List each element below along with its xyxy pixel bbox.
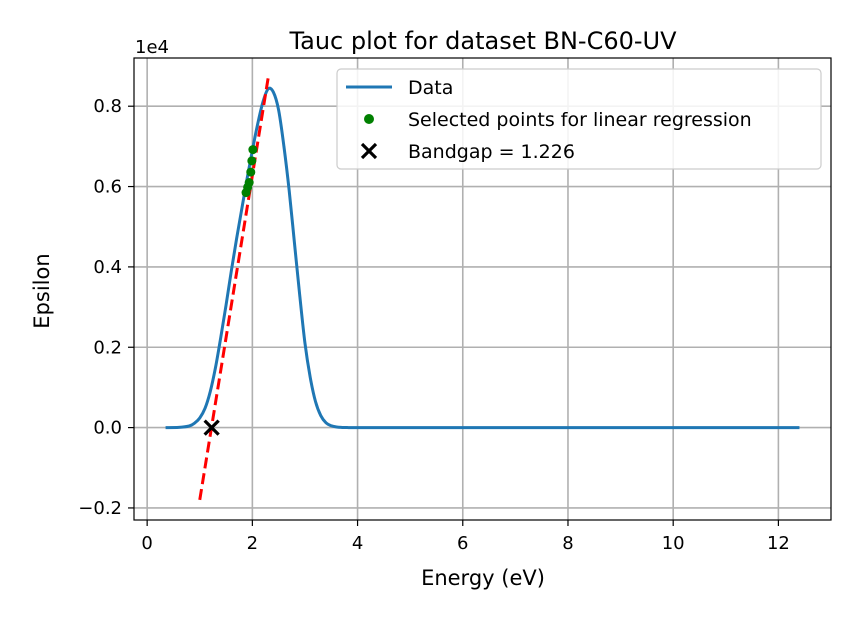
y-tick-label: 0.4 — [93, 257, 122, 278]
selected-point — [246, 167, 256, 177]
plot-area — [165, 77, 800, 501]
x-tick-label: 8 — [562, 533, 573, 554]
legend-entry: Selected points for linear regression — [364, 109, 752, 131]
legend-box — [336, 68, 822, 170]
y-tick-label: 0.6 — [93, 177, 122, 198]
legend-entry: Bandgap = 1.226 — [360, 141, 575, 163]
y-tick-label: −0.2 — [78, 498, 122, 519]
legend-label: Selected points for linear regression — [408, 109, 752, 131]
x-tick-label: 0 — [141, 533, 152, 554]
legend: Data Selected points for linear regressio… — [336, 68, 822, 170]
x-tick-label: 6 — [457, 533, 468, 554]
y-tick-label: 0.8 — [93, 96, 122, 117]
legend-entry: Data — [346, 77, 453, 99]
x-tick-label: 2 — [247, 533, 258, 554]
x-tick-label: 10 — [662, 533, 685, 554]
axes: 0 2 4 6 8 10 12 −0.2 0.0 0.2 0.4 0.6 0.8 — [78, 57, 832, 554]
legend-label: Data — [408, 77, 453, 99]
x-axis-label: Energy (eV) — [421, 566, 545, 590]
selected-point — [248, 145, 258, 155]
series-layer — [165, 77, 800, 501]
legend-label: Bandgap = 1.226 — [408, 141, 575, 163]
legend-x-swatch — [360, 142, 378, 160]
bandgap-marker — [203, 419, 220, 436]
chart-title: Tauc plot for dataset BN-C60-UV — [288, 27, 677, 55]
data-series-line — [165, 86, 800, 430]
y-axis-label: Epsilon — [30, 253, 54, 328]
plot-frame — [133, 57, 832, 521]
legend-dot-swatch — [364, 114, 374, 124]
selected-point — [244, 178, 254, 188]
y-tick-label: 0.2 — [93, 337, 122, 358]
x-tick-label: 4 — [352, 533, 363, 554]
y-tick-label: 0.0 — [93, 418, 122, 439]
y-axis-offset-label: 1e4 — [135, 37, 169, 58]
x-tick-label: 12 — [767, 533, 790, 554]
selected-point — [247, 156, 257, 166]
